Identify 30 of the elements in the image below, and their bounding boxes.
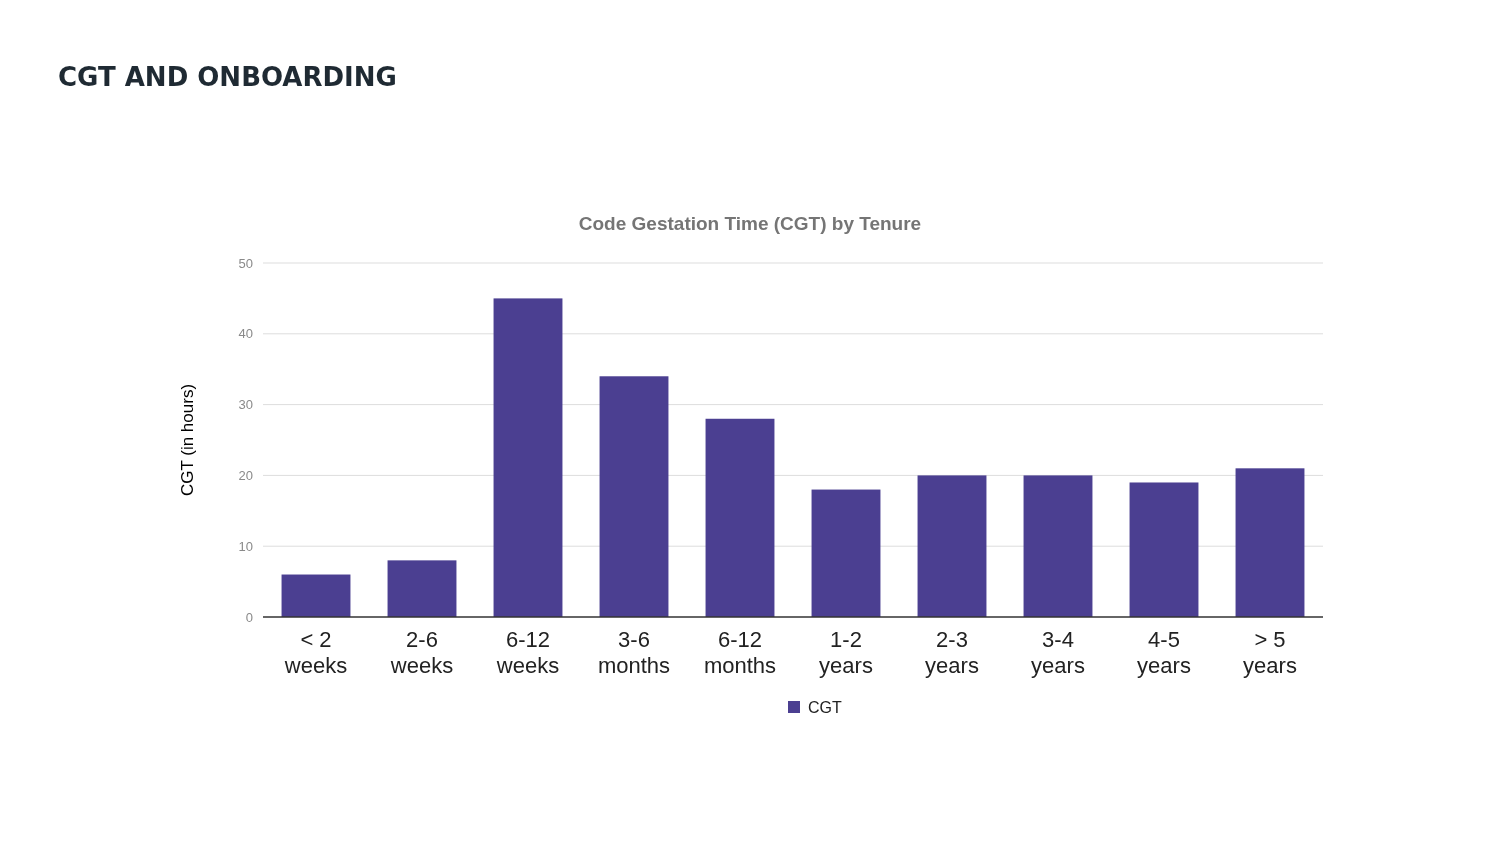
- y-axis-title: CGT (in hours): [178, 383, 197, 497]
- x-tick-label: 6-12 weeks: [495, 627, 560, 678]
- bar: [705, 418, 775, 617]
- y-tick-label: 0: [245, 609, 253, 625]
- bar: [1129, 482, 1199, 617]
- bar: [281, 574, 351, 617]
- x-tick-label: 1-2 years: [819, 627, 873, 678]
- bar: [1023, 475, 1093, 617]
- y-tick-label: 50: [238, 255, 253, 271]
- x-tick-label: 6-12 months: [703, 627, 777, 678]
- x-tick-label: > 5 years: [1243, 627, 1297, 678]
- y-tick-label: 10: [238, 538, 253, 554]
- y-tick-label: 30: [238, 397, 253, 413]
- y-tick-label: 20: [238, 467, 253, 483]
- legend-label: CGT: [808, 698, 842, 716]
- x-tick-label: 3-6 months: [597, 627, 671, 678]
- chart-subtitle: Code Gestation Time (CGT) by Tenure: [578, 213, 922, 234]
- y-tick-label: 40: [238, 326, 253, 342]
- bar: [811, 489, 881, 617]
- bar: [493, 298, 563, 617]
- x-tick-label: 4-5 years: [1137, 627, 1191, 678]
- x-tick-label: 2-3 years: [925, 627, 979, 678]
- chart-title: CGT AND ONBOARDING: [58, 62, 397, 92]
- x-tick-label: 2-6 weeks: [389, 627, 454, 678]
- bar: [1235, 468, 1305, 617]
- bar: [387, 560, 457, 617]
- x-tick-label: 3-4 years: [1031, 627, 1085, 678]
- bar: [599, 376, 669, 617]
- bar: [917, 475, 987, 617]
- x-tick-label: < 2 weeks: [283, 627, 348, 678]
